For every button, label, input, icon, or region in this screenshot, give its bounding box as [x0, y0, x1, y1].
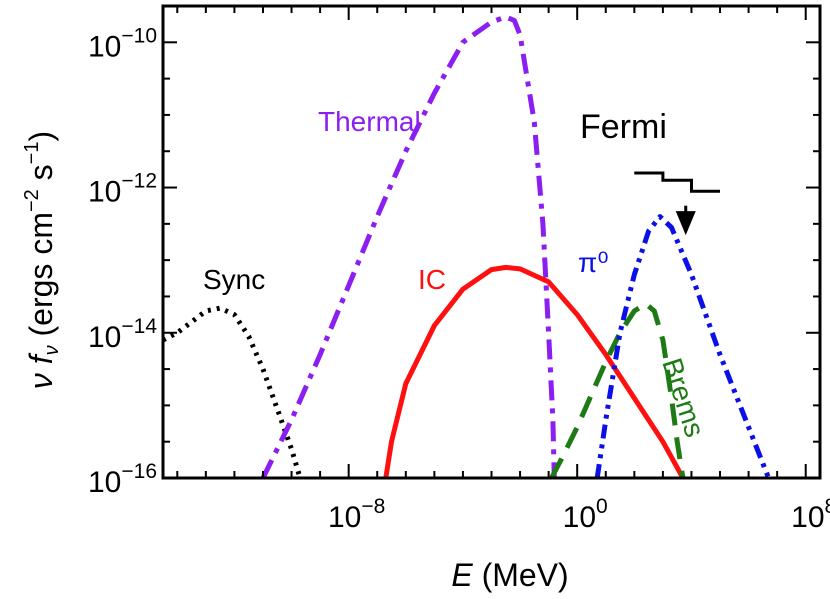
series-brems	[549, 301, 686, 478]
y-axis-label: ν fν (ergs cm−2 s−1)	[21, 131, 63, 389]
series-sync	[163, 305, 303, 478]
y-tick-label: 10−16	[88, 460, 157, 499]
y-tick-label: 10−14	[88, 315, 157, 354]
series-ic	[383, 264, 686, 478]
x-tick-label: 10−8	[328, 495, 385, 534]
series-pi0	[594, 214, 771, 478]
x-axis-label: E (MeV)	[451, 557, 568, 593]
x-tick-label: 100	[563, 495, 608, 534]
series-thermal	[260, 14, 557, 478]
plot-frame	[161, 4, 822, 480]
curves-layer	[163, 14, 771, 478]
label-brems: Brems	[656, 354, 710, 441]
fermi-arrow-head	[675, 211, 696, 236]
x-tick-label: 108	[791, 495, 830, 534]
label-ic: IC	[418, 264, 446, 295]
label-fermi: Fermi	[580, 108, 667, 146]
tick-labels: 10−8 100 108 10−10 10−12 10−14 10−16	[88, 24, 830, 534]
y-tick-label: 10−10	[88, 24, 157, 63]
axis-ticks	[163, 5, 820, 479]
label-thermal: Thermal	[318, 106, 421, 137]
fermi-upper-limit	[634, 171, 720, 236]
y-tick-label: 10−12	[88, 170, 157, 209]
label-pi0: π⁰	[578, 247, 609, 278]
fermi-limit-line	[634, 171, 720, 193]
label-sync: Sync	[203, 264, 265, 295]
